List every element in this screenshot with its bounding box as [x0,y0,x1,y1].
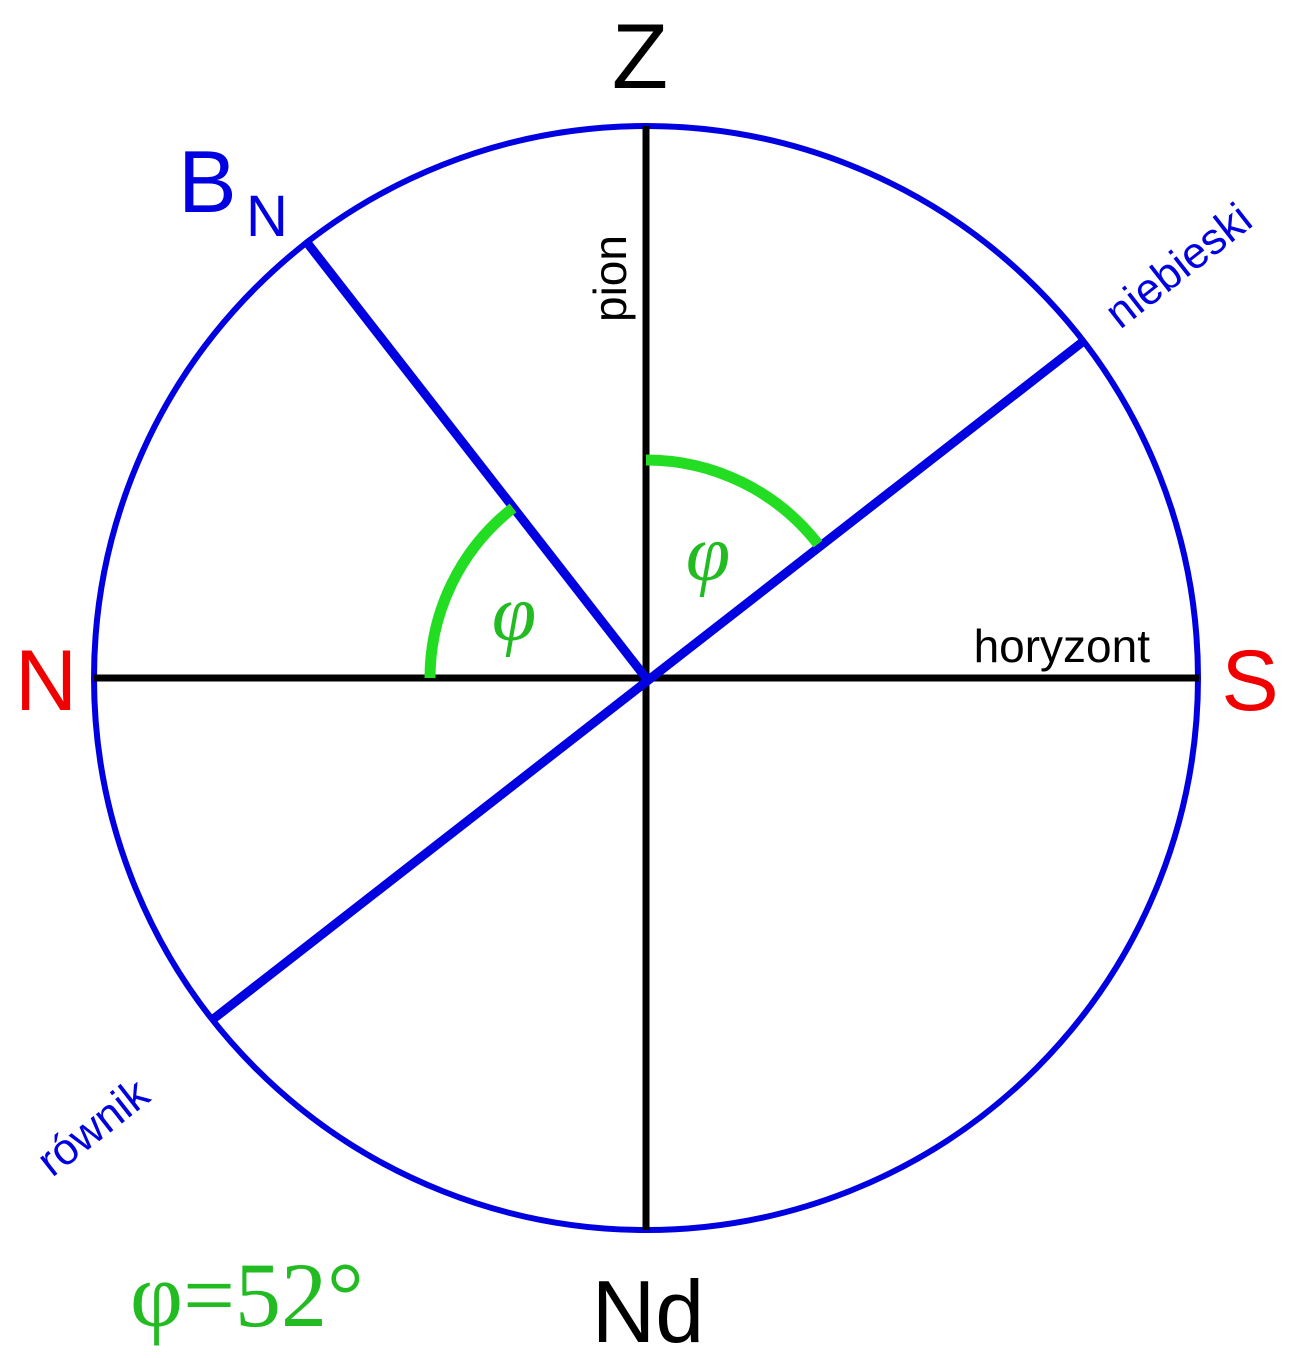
north-label: N [15,633,77,729]
pole-label: B [178,132,237,231]
angle-arc [424,503,517,679]
axis-line [301,237,650,681]
angle-label: φ [686,510,730,598]
south-label: S [1221,633,1278,729]
nadir-label: Nd [592,1262,705,1358]
vertical-label: pion [584,235,636,322]
pole-subscript: N [246,184,288,249]
equator-line [209,336,1088,1024]
formula-label: φ=52° [130,1244,364,1346]
horizon-label: horyzont [974,620,1151,672]
angle-arc [645,454,823,548]
equator-label: równik [28,1068,159,1186]
zenith-label: Z [612,6,668,108]
celestial-label: niebieski [1096,194,1261,338]
angle-label: φ [492,570,536,658]
